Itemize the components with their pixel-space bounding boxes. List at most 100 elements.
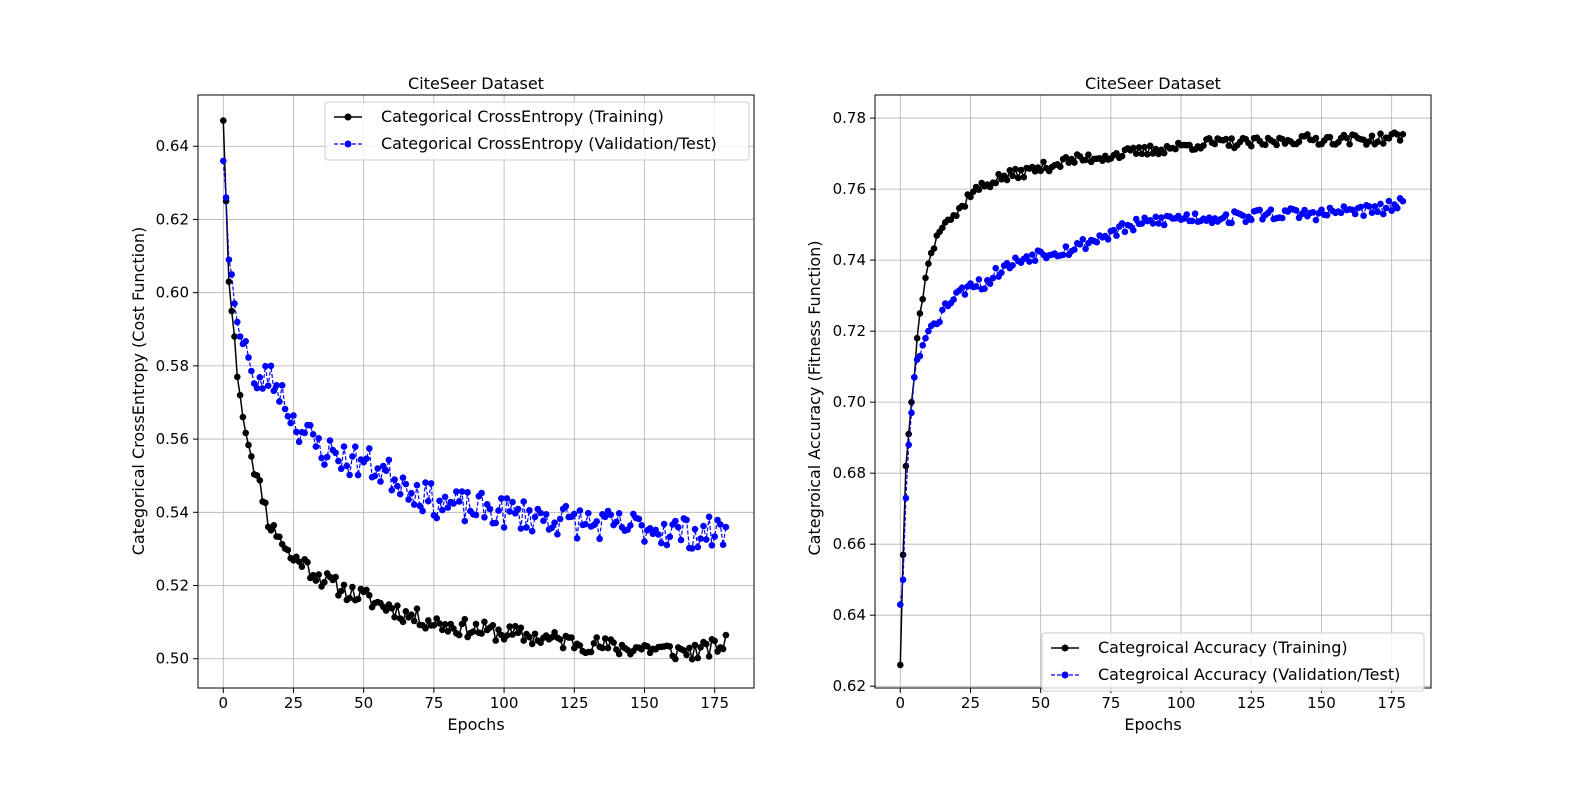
accuracy-training-point: [1003, 176, 1011, 184]
accuracy-training-point: [1037, 167, 1044, 175]
loss-training-point: [458, 620, 466, 628]
accuracy-validation-point: [1351, 210, 1359, 218]
accuracy-training-point: [1368, 132, 1376, 140]
loss-legend-marker-training: [344, 113, 352, 121]
loss-y-tick-label: 0.54: [156, 503, 189, 521]
loss-validation-point: [413, 481, 421, 489]
loss-training-point: [295, 558, 303, 565]
loss-training-point: [556, 636, 564, 643]
loss-training-point: [694, 654, 702, 662]
loss-training-point: [478, 630, 485, 637]
loss-training-point: [590, 640, 598, 647]
accuracy-validation-point: [1031, 257, 1039, 265]
accuracy-y-tick-label: 0.62: [833, 677, 866, 695]
accuracy-training-point: [1399, 131, 1407, 138]
loss-validation-point: [691, 525, 699, 533]
accuracy-chart-panel: 0 25 50 75 100 125 150 175 0.62 0.64 0.66 0.68 0.70…: [805, 74, 1432, 734]
loss-validation-point: [270, 387, 278, 395]
loss-training-point: [492, 637, 500, 644]
accuracy-validation-point: [897, 601, 904, 608]
loss-training-point: [528, 640, 536, 648]
accuracy-x-tick-label: 25: [961, 694, 980, 712]
loss-validation-point: [427, 480, 435, 487]
loss-validation-point: [705, 513, 713, 521]
loss-validation-point: [374, 465, 382, 472]
loss-validation-point: [287, 419, 295, 427]
accuracy-training-point: [899, 551, 907, 559]
loss-validation-point: [259, 385, 266, 392]
loss-training-point: [388, 605, 396, 612]
accuracy-training-point: [1141, 143, 1148, 151]
accuracy-validation-point: [1374, 208, 1381, 216]
accuracy-validation-point: [1029, 251, 1036, 258]
accuracy-y-tick-label: 0.72: [833, 322, 866, 340]
loss-validation-point: [573, 535, 581, 542]
accuracy-chart-series: [897, 129, 1407, 669]
accuracy-validation-point: [1062, 243, 1070, 250]
accuracy-training-point: [1006, 167, 1014, 174]
loss-training-point: [293, 553, 300, 561]
loss-y-tick-label: 0.50: [156, 650, 189, 668]
accuracy-validation-point: [1267, 206, 1275, 213]
accuracy-training-point: [1346, 140, 1353, 148]
accuracy-validation-point: [1256, 206, 1263, 214]
accuracy-validation-point: [1337, 209, 1345, 217]
loss-validation-point: [441, 493, 449, 501]
loss-validation-point: [638, 522, 645, 529]
loss-training-point: [559, 644, 567, 652]
loss-validation-point: [627, 522, 634, 529]
loss-validation-point: [293, 428, 300, 436]
loss-validation-point: [615, 510, 623, 517]
accuracy-validation-point: [1118, 220, 1126, 227]
accuracy-validation-point: [939, 306, 946, 314]
loss-training-point: [705, 653, 713, 660]
loss-validation-point: [377, 478, 384, 485]
loss-validation-point: [318, 454, 325, 462]
loss-validation-point: [222, 194, 230, 201]
loss-training-point: [391, 613, 398, 621]
accuracy-validation-point: [1292, 207, 1300, 214]
accuracy-training-point: [961, 203, 969, 210]
loss-chart-x-axis: 0 25 50 75 100 125 150 175: [218, 688, 729, 712]
accuracy-training-point: [1012, 165, 1019, 173]
loss-training-point: [267, 527, 275, 534]
loss-validation-point: [719, 541, 727, 548]
loss-validation-point: [371, 472, 379, 480]
accuracy-y-tick-label: 0.64: [833, 606, 866, 624]
accuracy-training-point: [1273, 141, 1280, 149]
accuracy-y-tick-label: 0.76: [833, 180, 866, 198]
accuracy-chart-x-label: Epochs: [1124, 715, 1181, 734]
loss-chart-y-label: Categorical CrossEntropy (Cost Function): [129, 227, 148, 556]
loss-training-point: [686, 644, 693, 652]
loss-validation-point: [556, 515, 564, 523]
loss-training-point: [439, 626, 446, 634]
accuracy-validation-point: [1318, 206, 1325, 214]
accuracy-training-point: [1262, 141, 1269, 149]
accuracy-training-point: [1248, 142, 1255, 150]
accuracy-validation-point: [1382, 204, 1390, 212]
accuracy-validation-point: [1228, 219, 1235, 227]
accuracy-training-point: [1160, 149, 1168, 157]
accuracy-training-point: [913, 334, 921, 342]
accuracy-chart-legend: Categroical Accuracy (Training) Categroi…: [1041, 632, 1425, 692]
accuracy-validation-point: [1138, 220, 1146, 227]
accuracy-validation-point: [1377, 200, 1384, 208]
loss-training-point: [220, 117, 227, 124]
accuracy-x-tick-label: 175: [1377, 694, 1406, 712]
loss-x-tick-label: 75: [424, 694, 443, 712]
loss-x-tick-label: 50: [354, 694, 373, 712]
loss-training-point: [228, 307, 235, 315]
loss-validation-point: [683, 516, 690, 524]
loss-validation-point: [478, 489, 485, 497]
accuracy-training-point: [1377, 130, 1384, 137]
accuracy-training-point: [1396, 137, 1404, 144]
accuracy-training-point: [1132, 150, 1140, 157]
accuracy-validation-point: [1222, 211, 1230, 218]
accuracy-validation-point: [1191, 210, 1199, 217]
loss-validation-point: [585, 509, 592, 517]
loss-validation-point: [562, 502, 570, 510]
loss-validation-point: [284, 413, 292, 420]
accuracy-training-point: [1138, 150, 1146, 158]
loss-training-point: [599, 644, 606, 652]
